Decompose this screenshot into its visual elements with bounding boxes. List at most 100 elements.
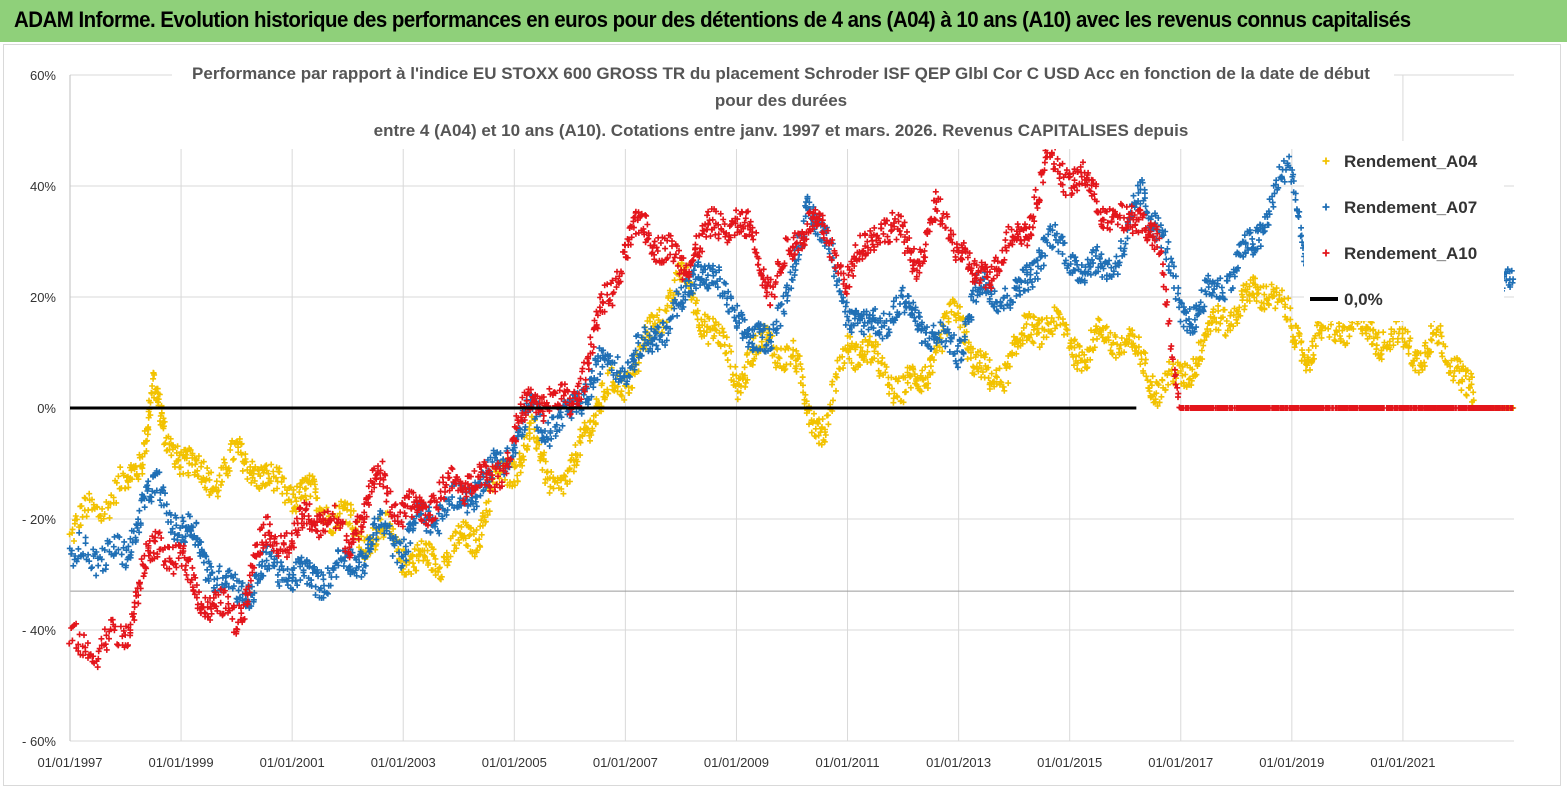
series-rendement-a04-segment [789,337,812,417]
series-rendement-a10-segment [345,513,368,561]
series-rendement-a04-segment [1067,336,1089,374]
legend-label: Rendement_A07 [1344,198,1477,217]
series-rendement-a04-segment [1121,326,1145,368]
series-rendement-a07-segment [156,469,184,546]
series-rendement-a04-segment [266,461,295,506]
series-rendement-a10-segment [1044,133,1073,199]
chart-area: 60% 40% 20% 0% - 20% - 40% - 60% 01/01/1997 01/0… [3,44,1561,786]
series-rendement-a04-segment [1433,322,1461,384]
series-rendement-a04-segment [988,340,1016,394]
series-rendement-a04-segment [1177,355,1200,390]
series-rendement-a10-segment [95,616,128,662]
series-rendement-a07-segment [733,302,756,354]
series-rendement-a07-segment [600,347,628,385]
series-rendement-a07-segment [94,532,128,574]
series-rendement-a10-segment [455,468,478,507]
series-rendement-a10-segment [878,209,906,246]
series-rendement-a10-segment [584,291,606,373]
series-rendement-a04-segment [177,445,200,479]
x-tick-label: 01/01/2011 [815,755,879,770]
series-rendement-a10-segment [233,562,256,635]
series-rendement-a07-segment [1099,238,1128,283]
x-tick-label: 01/01/2013 [926,755,991,770]
series-rendement-a04-segment [1233,277,1257,327]
series-rendement-a04-segment [122,451,146,492]
legend-swatch-marker [1322,157,1330,165]
series-rendement-a10-segment [1488,405,1516,411]
report-title: ADAM Informe. Evolution historique des p… [14,7,1411,32]
series-rendement-a07-segment [915,313,939,352]
series-rendement-a04-segment [94,464,129,524]
series-rendement-a07-segment [933,319,961,371]
series-rendement-a10-segment [749,229,774,308]
series-rendement-a04-segment [821,333,851,445]
series-rendement-a04-segment [1399,325,1422,376]
series-rendement-a04-segment [455,518,478,560]
series-rendement-a10-segment [156,529,184,577]
series-rendement-a07-segment [695,259,717,292]
series-rendement-a10-segment [1139,211,1161,253]
series-rendement-a07-segment [194,535,218,594]
series-rendement-a04-segment [1211,302,1240,339]
series-rendement-a10-segment [322,502,350,555]
series-rendement-a07-segment [361,511,385,569]
x-tick-label: 01/01/2007 [593,755,658,770]
legend-label: Rendement_A10 [1344,244,1477,263]
y-tick-label: - 60% [22,734,56,749]
legend-label: Rendement_A04 [1344,152,1478,171]
series-rendement-a07-segment [139,468,161,511]
series-rendement-a04-segment [210,437,240,500]
series-rendement-a10-segment [305,501,329,541]
series-rendement-a10-segment [122,556,145,650]
series-rendement-a04-segment [233,435,256,486]
series-rendement-a10-segment [821,223,850,295]
report-header-banner: ADAM Informe. Evolution historique des p… [0,0,1567,42]
series-rendement-a07-segment [1265,153,1295,215]
x-tick-label: 01/01/2017 [1148,755,1213,770]
series-rendement-a07-segment [1177,299,1200,336]
x-tick-label: 01/01/2019 [1259,755,1324,770]
series-rendement-a07-segment [305,560,328,601]
series-rendement-a10-segment [789,210,812,262]
series-rendement-a10-segment [567,359,590,418]
x-tick-label: 01/01/1997 [37,755,102,770]
series-rendement-a10-segment [805,206,827,241]
series-rendement-a07-segment [860,306,883,338]
series-rendement-a07-segment [122,497,145,571]
axis-labels: 60% 40% 20% 0% - 20% - 40% - 60% 01/01/1997 01/0… [22,68,1435,770]
series-rendement-a10-segment [211,586,240,637]
series-rendement-a10-segment [843,232,867,297]
series-rendement-a10-segment [399,488,423,530]
legend-background [1304,141,1504,321]
series-rendement-a07-segment [250,541,273,605]
series-rendement-a04-segment [694,307,718,347]
series-rendement-a07-segment [66,529,100,579]
series-rendement-a04-segment [138,370,157,472]
data-points [66,133,1517,671]
series-rendement-a07-segment [655,288,684,349]
series-rendement-a07-segment [1027,234,1051,290]
series-rendement-a10-segment [733,207,756,240]
series-rendement-a10-segment [988,223,1016,284]
series-rendement-a04-segment [1010,310,1034,357]
series-rendement-a07-segment [1066,252,1089,286]
series-rendement-a10-segment [932,195,961,264]
series-rendement-a10-segment [971,259,995,292]
series-rendement-a10-segment [1083,169,1107,231]
series-rendement-a04-segment [432,528,462,583]
series-rendement-a10-segment [1123,203,1144,237]
legend-swatch-marker [1322,203,1330,211]
series-rendement-a10-segment [489,435,517,495]
series-rendement-a04-segment [711,319,740,388]
series-rendement-a10-segment [417,492,440,529]
series-rendement-a07-segment [177,511,200,548]
series-rendement-a04-segment [732,346,756,403]
series-rendement-a07-segment [1045,221,1072,272]
series-rendement-a04-segment [1288,322,1312,374]
x-tick-label: 01/01/2005 [482,755,547,770]
series-rendement-a04-segment [900,363,924,406]
series-rendement-a04-segment [66,490,100,544]
series-rendement-a04-segment [417,538,439,574]
series-rendement-a07-segment [638,323,661,359]
series-rendement-a07-segment [710,264,739,324]
